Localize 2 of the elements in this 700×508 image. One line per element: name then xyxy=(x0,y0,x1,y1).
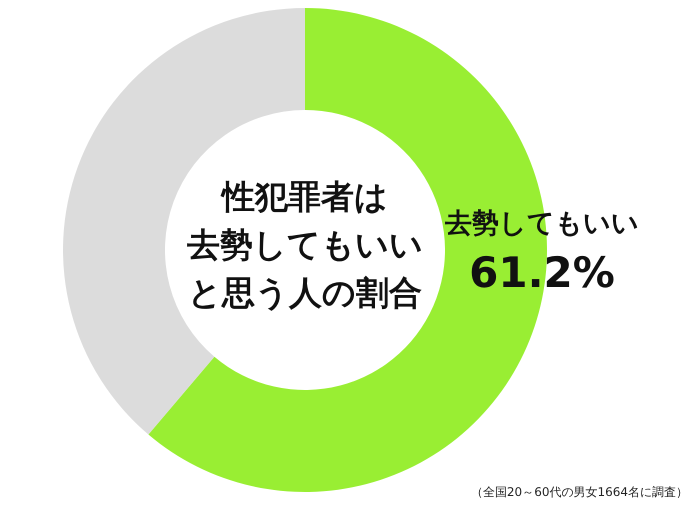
text: 性犯罪者は去勢してもいいと思う人の割合 xyxy=(186,177,423,312)
text: （全国20～60代の男女1664名に調査） xyxy=(470,485,688,499)
